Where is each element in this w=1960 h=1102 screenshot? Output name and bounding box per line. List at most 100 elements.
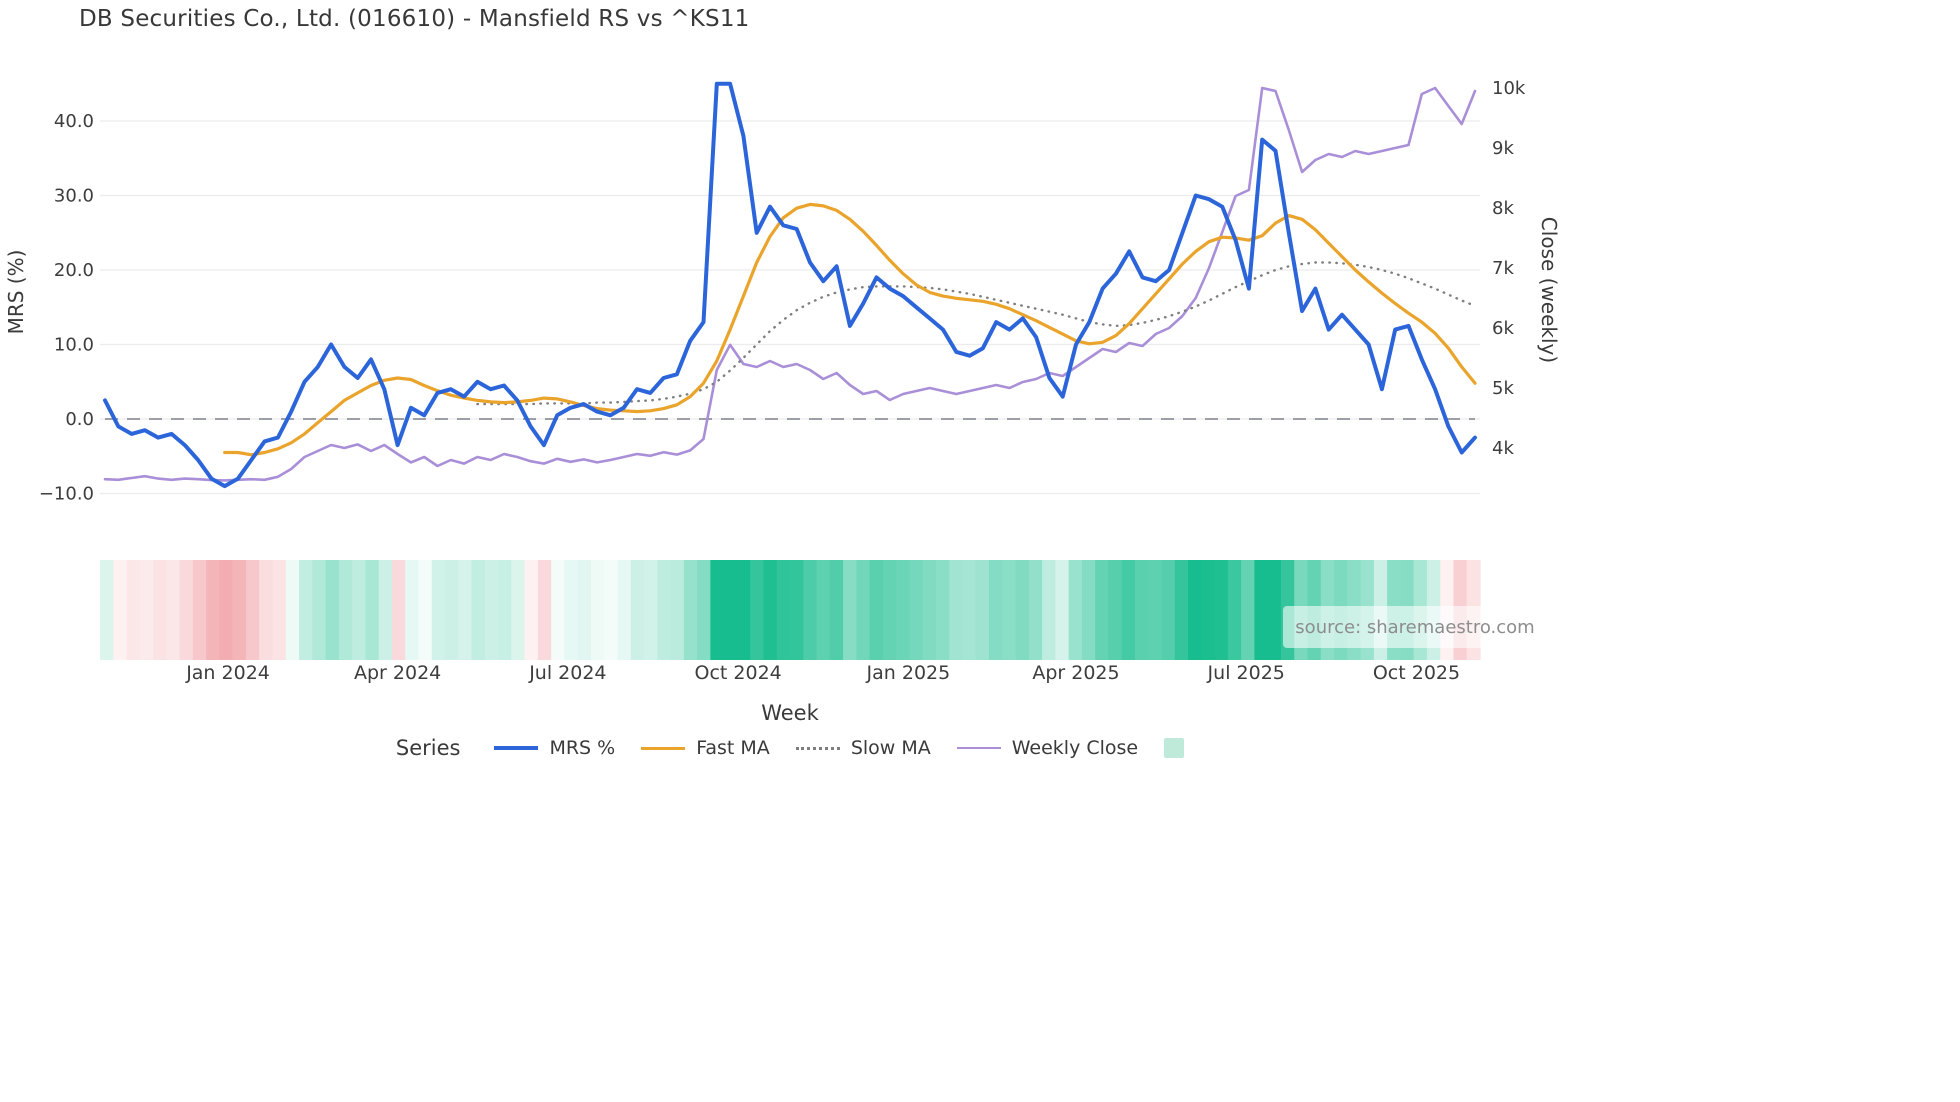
heatmap-cell (1214, 560, 1229, 660)
heatmap-cell (710, 560, 725, 660)
mrs-line (103, 81, 1477, 489)
heatmap-cell (949, 560, 964, 660)
heatmap-cell (1201, 560, 1216, 660)
source-attribution: source: sharemaestro.com (1283, 606, 1547, 648)
heatmap-cell (657, 560, 672, 660)
heatmap-cell (259, 560, 274, 660)
heatmap-cell (882, 560, 897, 660)
heatmap-cell (153, 560, 167, 660)
heatmap-cell (922, 560, 937, 660)
right-axis-title: Close (weekly) (1537, 216, 1561, 364)
heatmap-cell (418, 560, 433, 660)
heatmap-cell (537, 560, 552, 660)
heatmap-cell (1002, 560, 1017, 660)
heatmap-cell (192, 560, 207, 660)
heatmap-cell (935, 560, 950, 660)
heatmap-cell (962, 560, 977, 660)
legend-label: Weekly Close (1011, 737, 1139, 759)
left-tick-label: 30.0 (54, 186, 94, 207)
heatmap-cell (564, 560, 579, 660)
right-tick-label: 6k (1492, 318, 1514, 339)
left-tick-label: 20.0 (54, 260, 94, 281)
heatmap-cell (1161, 560, 1176, 660)
heatmap-cell (100, 560, 114, 660)
legend-label: MRS % (549, 737, 616, 759)
x-tick-label: Jul 2024 (528, 662, 606, 684)
heatmap-cell (577, 560, 592, 660)
legend-item: Weekly Close (956, 737, 1139, 759)
heatmap-cell (352, 560, 366, 660)
heatmap-cell (1015, 560, 1030, 660)
heatmap-cell (1148, 560, 1163, 660)
heatmap-cell (843, 560, 857, 660)
heatmap-swatch (1164, 738, 1185, 758)
heatmap-cell (498, 560, 512, 660)
slow_ma-line (476, 261, 1477, 406)
x-tick-label: Oct 2025 (1373, 662, 1460, 684)
heatmap-cell (590, 560, 605, 660)
fast-ma-swatch (641, 746, 686, 750)
x-tick-label: Oct 2024 (695, 662, 782, 684)
left-axis-title: MRS (%) (4, 249, 28, 335)
left-tick-label: 0.0 (65, 409, 94, 430)
heatmap-cell (989, 560, 1003, 660)
right-tick-label: 4k (1492, 438, 1514, 459)
heatmap-cell (471, 560, 486, 660)
mrs--swatch (494, 746, 539, 750)
heatmap-cell (736, 560, 751, 660)
left-tick-label: 40.0 (54, 111, 94, 132)
heatmap-cell (378, 560, 393, 660)
heatmap-cell (126, 560, 141, 660)
legend-items: MRS % Fast MA Slow MA Weekly Close (494, 737, 1185, 759)
heatmap-cell (113, 560, 128, 660)
source-text: source: sharemaestro.com (1295, 616, 1535, 638)
heatmap-cell (219, 560, 234, 660)
heatmap-cell (750, 560, 765, 660)
heatmap-cell (166, 560, 181, 660)
legend-item: Fast MA (641, 737, 770, 759)
heatmap-cell (1135, 560, 1149, 660)
heatmap-cell (431, 560, 446, 660)
legend-item: Slow MA (795, 737, 931, 759)
right-tick-label: 8k (1492, 198, 1514, 219)
x-axis-title: Week (761, 701, 819, 725)
heatmap-cell (405, 560, 420, 660)
fast_ma-line (223, 202, 1477, 457)
heatmap-cell (551, 560, 566, 660)
chart-title: DB Securities Co., Ltd. (016610) - Mansf… (79, 6, 750, 32)
x-tick-label: Jan 2025 (866, 662, 951, 684)
heatmap-cell (391, 560, 406, 660)
heatmap-cell (272, 560, 287, 660)
heatmap-cell (458, 560, 473, 660)
heatmap-cell (630, 560, 645, 660)
legend: Series MRS % Fast MA Slow MA Weekly Close (0, 736, 1580, 760)
heatmap-cell (179, 560, 194, 660)
heatmap-cell (1121, 560, 1136, 660)
heatmap-cell (524, 560, 539, 660)
heatmap-cell (1055, 560, 1070, 660)
heatmap-cell (1174, 560, 1189, 660)
right-tick-label: 10k (1492, 78, 1526, 99)
heatmap-cell (484, 560, 499, 660)
heatmap-cell (604, 560, 619, 660)
heatmap-cell (285, 560, 300, 660)
legend-label: Fast MA (696, 737, 770, 759)
weekly_close-line (103, 86, 1477, 482)
heatmap-cell (644, 560, 658, 660)
heatmap-cell (1227, 560, 1242, 660)
x-tick-label: Jul 2025 (1207, 662, 1285, 684)
left-tick-label: 10.0 (54, 335, 94, 356)
heatmap-cell (816, 560, 831, 660)
heatmap-cell (975, 560, 990, 660)
weekly-close-swatch (956, 747, 1001, 749)
heatmap-cell (1108, 560, 1123, 660)
heatmap-cell (723, 560, 738, 660)
heatmap-cell (338, 560, 353, 660)
heatmap-cell (697, 560, 711, 660)
heatmap-cell (1028, 560, 1043, 660)
heatmap-cell (909, 560, 924, 660)
heatmap-cell (232, 560, 247, 660)
heatmap-cell (869, 560, 884, 660)
heatmap-cell (325, 560, 340, 660)
x-tick-label: Apr 2025 (1032, 662, 1119, 684)
